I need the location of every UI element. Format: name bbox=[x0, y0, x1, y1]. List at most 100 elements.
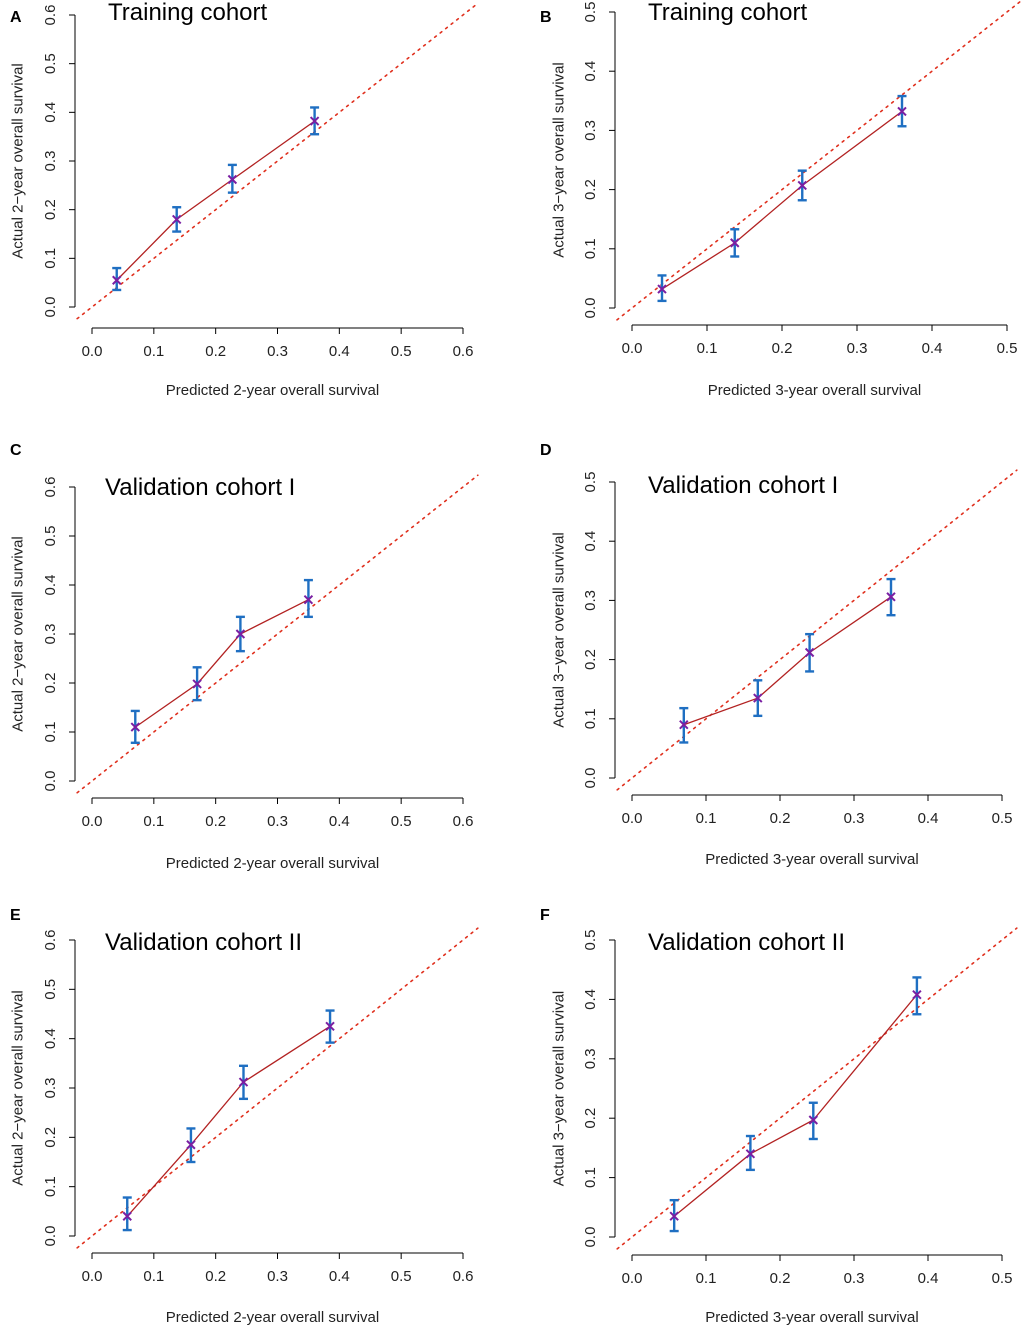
x-tick-label: 0.5 bbox=[391, 343, 412, 360]
x-tick-label: 0.2 bbox=[770, 1270, 791, 1287]
y-tick-label: 0.5 bbox=[42, 979, 59, 1000]
marker-stroke bbox=[897, 106, 907, 117]
y-tick-label: 0.3 bbox=[42, 624, 59, 645]
y-tick-label: 0.2 bbox=[582, 649, 599, 670]
x-tick-label: 0.4 bbox=[329, 343, 350, 360]
marker-stroke bbox=[227, 174, 238, 185]
marker-stroke bbox=[753, 693, 763, 703]
x-tick-label: 0.4 bbox=[918, 1270, 939, 1287]
ideal-reference-line bbox=[76, 474, 479, 794]
data-point-marker bbox=[797, 180, 807, 191]
x-tick-label: 0.4 bbox=[922, 340, 943, 357]
panel-title: Training cohort bbox=[108, 0, 268, 26]
ideal-reference-line bbox=[76, 2, 479, 320]
y-axis-label: Actual 2−year overall survival bbox=[9, 990, 26, 1186]
calibration-panel-f: 0.0 0.1 0.2 0.3 0.4 0.5 0.0 0.1 0.2 0.3 0.4 0.5 F Val… bbox=[540, 907, 1018, 1326]
data-point-marker bbox=[186, 1140, 196, 1150]
data-point-marker bbox=[804, 647, 815, 658]
data-point-marker bbox=[886, 592, 896, 602]
x-tick-label: 0.4 bbox=[918, 810, 939, 827]
x-tick-label: 0.1 bbox=[143, 343, 164, 360]
panel-label: B bbox=[540, 9, 552, 26]
y-axis-label: Actual 2−year overall survival bbox=[9, 536, 26, 732]
y-tick-label: 0.4 bbox=[582, 989, 599, 1010]
y-tick-label: 0.2 bbox=[42, 199, 59, 220]
y-tick-label: 0.6 bbox=[42, 477, 59, 498]
data-point-marker bbox=[227, 174, 238, 185]
y-tick-label: 0.4 bbox=[582, 61, 599, 82]
x-axis-label: Predicted 2-year overall survival bbox=[166, 382, 379, 399]
calibration-panel-a: 0.0 0.1 0.2 0.3 0.4 0.5 0.6 0.0 0.1 0.2 0.3 0.4 0.5 0… bbox=[9, 0, 479, 399]
marker-stroke bbox=[804, 647, 815, 658]
y-tick-label: 0.3 bbox=[582, 590, 599, 611]
calibration-line bbox=[126, 1025, 331, 1217]
panel-label: A bbox=[10, 9, 22, 26]
marker-stroke bbox=[657, 284, 667, 294]
y-tick-label: 0.3 bbox=[42, 151, 59, 172]
y-tick-label: 0.4 bbox=[42, 102, 59, 123]
marker-stroke bbox=[730, 238, 740, 248]
y-tick-label: 0.2 bbox=[582, 1108, 599, 1129]
y-axis-label: Actual 3−year overall survival bbox=[550, 532, 567, 728]
x-tick-label: 0.3 bbox=[267, 1268, 288, 1285]
data-point-marker bbox=[325, 1021, 335, 1032]
y-tick-label: 0.5 bbox=[582, 930, 599, 951]
data-point-marker bbox=[192, 679, 202, 689]
marker-stroke bbox=[186, 1140, 196, 1150]
x-tick-label: 0.4 bbox=[329, 1268, 350, 1285]
data-point-marker bbox=[303, 594, 314, 605]
marker-stroke bbox=[112, 275, 122, 285]
marker-stroke bbox=[808, 1115, 819, 1125]
y-tick-label: 0.3 bbox=[42, 1078, 59, 1099]
y-tick-label: 0.1 bbox=[582, 708, 599, 729]
x-tick-label: 0.1 bbox=[696, 1270, 717, 1287]
data-point-marker bbox=[235, 629, 246, 639]
x-tick-label: 0.0 bbox=[82, 813, 103, 830]
y-tick-label: 0.1 bbox=[42, 1176, 59, 1197]
y-tick-label: 0.5 bbox=[42, 526, 59, 547]
y-tick-label: 0.4 bbox=[582, 531, 599, 552]
x-tick-label: 0.0 bbox=[82, 343, 103, 360]
data-point-marker bbox=[679, 720, 689, 730]
y-axis-label: Actual 3−year overall survival bbox=[550, 62, 567, 258]
marker-stroke bbox=[325, 1021, 335, 1032]
marker-stroke bbox=[122, 1211, 132, 1221]
x-tick-label: 0.2 bbox=[205, 343, 226, 360]
marker-stroke bbox=[309, 116, 320, 126]
y-tick-label: 0.0 bbox=[582, 768, 599, 789]
y-tick-label: 0.0 bbox=[42, 771, 59, 792]
x-tick-label: 0.2 bbox=[770, 810, 791, 827]
y-tick-label: 0.6 bbox=[42, 930, 59, 951]
panel-label: D bbox=[540, 442, 552, 459]
x-tick-label: 0.2 bbox=[205, 1268, 226, 1285]
x-axis-label: Predicted 3-year overall survival bbox=[708, 382, 921, 399]
y-tick-label: 0.0 bbox=[582, 298, 599, 319]
y-axis-label: Actual 3−year overall survival bbox=[550, 991, 567, 1187]
x-tick-label: 0.3 bbox=[267, 813, 288, 830]
calibration-line bbox=[661, 110, 903, 290]
calibration-panel-d: 0.0 0.1 0.2 0.3 0.4 0.5 0.0 0.1 0.2 0.3 0.4 0.5 D Val… bbox=[540, 442, 1018, 868]
marker-stroke bbox=[303, 594, 314, 605]
data-point-marker bbox=[130, 722, 140, 732]
x-tick-label: 0.6 bbox=[453, 343, 474, 360]
data-point-marker bbox=[753, 693, 763, 703]
x-tick-label: 0.2 bbox=[205, 813, 226, 830]
y-tick-label: 0.4 bbox=[42, 1028, 59, 1049]
x-tick-label: 0.1 bbox=[696, 810, 717, 827]
x-axis-label: Predicted 2-year overall survival bbox=[166, 1309, 379, 1326]
x-tick-label: 0.3 bbox=[847, 340, 868, 357]
panel-title: Validation cohort I bbox=[105, 474, 295, 501]
y-tick-label: 0.1 bbox=[582, 238, 599, 259]
marker-stroke bbox=[235, 629, 246, 639]
x-tick-label: 0.0 bbox=[622, 340, 643, 357]
x-tick-label: 0.1 bbox=[143, 813, 164, 830]
y-tick-label: 0.0 bbox=[42, 297, 59, 318]
marker-stroke bbox=[679, 720, 689, 730]
x-axis-label: Predicted 3-year overall survival bbox=[705, 851, 918, 868]
y-tick-label: 0.5 bbox=[582, 472, 599, 493]
x-tick-label: 0.5 bbox=[992, 1270, 1013, 1287]
marker-stroke bbox=[192, 679, 202, 689]
marker-stroke bbox=[238, 1077, 249, 1087]
x-tick-label: 0.2 bbox=[772, 340, 793, 357]
